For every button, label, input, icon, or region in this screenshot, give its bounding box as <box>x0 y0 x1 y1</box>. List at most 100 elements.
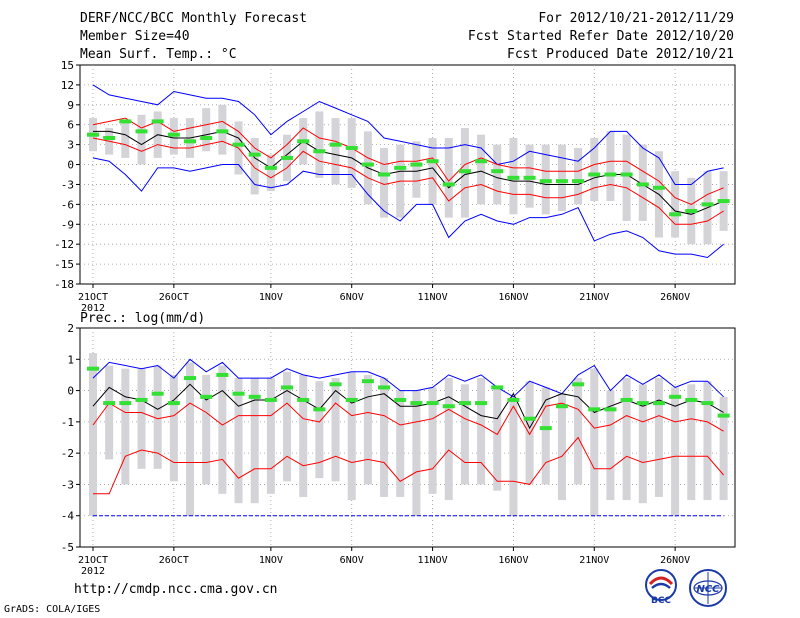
temp-observed-marker <box>555 179 568 184</box>
temp-range-bar <box>380 147 389 218</box>
prec-range-bar <box>396 390 405 497</box>
temp-range-bar <box>315 111 324 178</box>
prec-range-bar <box>477 378 486 485</box>
prec-ytick-label: -5 <box>61 541 74 554</box>
prec-range-bar <box>105 365 114 460</box>
prec-observed-marker <box>717 413 730 418</box>
prec-xtick-label: 11NOV <box>418 555 448 566</box>
prec-range-bar <box>250 378 259 504</box>
prec-range-bar <box>622 378 631 501</box>
prec-observed-marker <box>539 426 552 431</box>
prec-observed-marker <box>588 407 601 412</box>
temp-observed-marker <box>103 136 116 140</box>
temp-observed-marker <box>361 162 374 167</box>
temp-range-bar <box>444 138 453 218</box>
prec-range-bar <box>412 390 421 516</box>
temp-observed-marker <box>281 155 294 160</box>
temp-observed-marker <box>523 175 536 180</box>
temp-ytick-label: 15 <box>61 59 74 72</box>
temp-observed-marker <box>119 119 132 124</box>
temp-range-bar <box>557 144 566 211</box>
temp-observed-marker <box>167 132 180 137</box>
temp-observed-marker <box>184 139 197 144</box>
prec-range-bar <box>493 387 502 491</box>
temp-xtick-label: 21NOV <box>579 292 609 303</box>
prec-observed-marker <box>685 397 698 402</box>
prec-year-label: 2012 <box>81 566 105 577</box>
prec-observed-marker <box>555 404 568 409</box>
temp-range-bar <box>606 131 615 202</box>
prec-observed-marker <box>604 407 617 412</box>
prec-ytick-label: 0 <box>67 385 74 398</box>
temp-xtick-label: 26NOV <box>660 292 690 303</box>
prec-range-bar <box>186 362 195 516</box>
prec-observed-marker <box>200 394 213 399</box>
chart-title: DERF/NCC/BCC Monthly Forecast <box>80 11 307 26</box>
prec-observed-marker <box>572 382 585 387</box>
prec-range-bar <box>283 371 292 482</box>
temp-observed-marker <box>701 202 714 207</box>
prec-range-bar <box>719 396 728 501</box>
prec-series-max <box>92 358 724 398</box>
temp-observed-marker <box>620 172 633 177</box>
variable-label: Mean Surf. Temp.: °C <box>80 47 237 62</box>
prec-range-bar <box>347 371 356 501</box>
temp-range-bar <box>266 154 275 192</box>
temp-observed-marker <box>572 179 585 184</box>
prec-range-bar <box>590 368 599 516</box>
prec-range-bar <box>363 374 372 485</box>
temp-observed-marker <box>442 182 455 187</box>
temp-observed-marker <box>297 139 310 144</box>
ncc-logo-text: NCC <box>696 584 720 595</box>
temp-observed-marker <box>313 149 326 154</box>
prec-observed-marker <box>410 401 423 406</box>
prec-range-bar <box>606 390 615 501</box>
bcc-logo-icon: BCC <box>645 569 677 606</box>
prec-range-bar <box>153 365 162 469</box>
temp-observed-marker <box>378 172 391 177</box>
started-date-label: Fcst Started Refer Date 2012/10/20 <box>467 29 734 44</box>
temp-observed-marker <box>426 159 439 164</box>
temp-ytick-label: -12 <box>54 238 74 251</box>
temp-range-bar <box>590 138 599 202</box>
prec-ytick-label: 2 <box>67 322 74 335</box>
prec-observed-marker <box>652 401 665 406</box>
prec-observed-marker <box>103 401 116 406</box>
temp-observed-marker <box>507 175 520 180</box>
prec-observed-marker <box>167 401 180 406</box>
prec-ytick-label: -2 <box>61 447 74 460</box>
temp-observed-marker <box>588 172 601 177</box>
temp-xtick-label: 1NOV <box>259 292 283 303</box>
prec-observed-marker <box>491 385 504 390</box>
temp-range-bar <box>574 147 583 205</box>
prec-range-bar <box>687 384 696 501</box>
temp-observed-marker <box>151 119 164 124</box>
temp-series-lower <box>92 137 724 225</box>
ncc-logo-icon: NCC <box>689 569 727 607</box>
temp-series-min <box>92 157 724 259</box>
temp-observed-marker <box>652 185 665 190</box>
prec-range-bar <box>169 374 178 482</box>
prec-range-bar <box>218 365 227 494</box>
member-size-label: Member Size=40 <box>80 29 190 44</box>
bcc-logo-text: BCC <box>651 596 671 606</box>
prec-observed-marker <box>119 401 132 406</box>
temp-observed-marker <box>491 169 504 174</box>
source-url[interactable]: http://cmdp.ncc.cma.gov.cn <box>74 582 278 597</box>
prec-observed-marker <box>135 397 148 402</box>
prec-observed-marker <box>184 376 197 381</box>
temp-xtick-label: 6NOV <box>340 292 364 303</box>
temp-ytick-label: -3 <box>61 178 74 191</box>
temp-observed-marker <box>248 152 261 157</box>
prec-observed-marker <box>523 416 536 421</box>
temp-ytick-label: 0 <box>67 159 74 172</box>
prec-observed-marker <box>345 397 358 402</box>
prec-range-bar <box>654 378 663 497</box>
temp-observed-marker <box>216 129 229 134</box>
temp-range-bar <box>477 134 486 205</box>
prec-observed-marker <box>636 401 649 406</box>
temp-observed-marker <box>232 142 245 147</box>
temp-range-bar <box>428 138 437 205</box>
temp-xtick-label: 21OCT <box>78 292 108 303</box>
